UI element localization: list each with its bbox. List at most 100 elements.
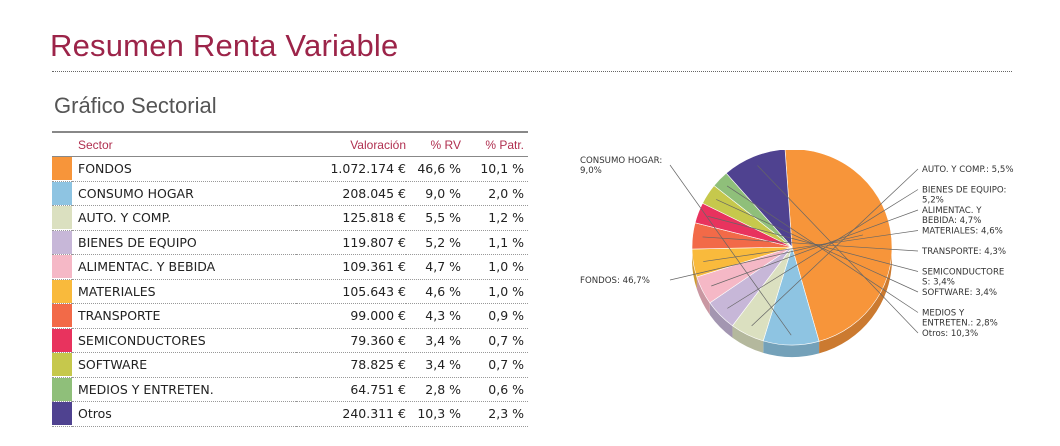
swatch-fill xyxy=(52,402,72,426)
pie-leader-line-1 xyxy=(669,164,792,336)
sector-name: TRANSPORTE xyxy=(72,303,296,329)
pie-label-6: TRANSPORTE: 4,3% xyxy=(921,247,1006,257)
table-row: Otros 240.311 €10,3 % 2,3 % xyxy=(52,401,528,427)
sector-name: MATERIALES xyxy=(72,279,296,304)
pie-label-4-line1: BEBIDA: 4,7% xyxy=(922,216,981,226)
pie-label-7: SEMICONDUCTORE xyxy=(922,268,1004,278)
pie-label-9: MEDIOS Y xyxy=(922,309,965,319)
sector-patr-pct: 1,0 % xyxy=(461,254,528,280)
sector-patr-pct: 0,7 % xyxy=(461,352,528,378)
header-sector: Sector xyxy=(52,131,296,157)
title-divider xyxy=(52,71,1012,72)
sector-name: SEMICONDUCTORES xyxy=(72,328,296,353)
sector-color-swatch xyxy=(52,230,72,255)
sector-valoracion: 208.045 € xyxy=(296,181,406,206)
table-row: MEDIOS Y ENTRETEN. 64.751 €2,8 % 0,6 % xyxy=(52,377,528,402)
sector-color-swatch xyxy=(52,303,72,329)
sector-patr-pct: 1,2 % xyxy=(461,205,528,231)
pie-wall-4 xyxy=(696,276,710,315)
sector-rv-pct: 4,3 % xyxy=(406,303,461,329)
sector-color-swatch xyxy=(52,156,72,182)
table-header-row: Sector Valoración % RV % Patr. xyxy=(52,131,528,157)
sector-rv-pct: 9,0 % xyxy=(406,181,461,206)
swatch-fill xyxy=(52,255,72,279)
pie-label-0: FONDOS: 46,7% xyxy=(580,276,650,286)
table-row: ALIMENTAC. Y BEBIDA 109.361 €4,7 % 1,0 % xyxy=(52,254,528,280)
table-row: SEMICONDUCTORES 79.360 €3,4 % 0,7 % xyxy=(52,328,528,353)
pie-label-1: CONSUMO HOGAR: xyxy=(580,156,662,166)
sector-color-swatch xyxy=(52,401,72,427)
pie-label-9-line1: ENTRETEN.: 2,8% xyxy=(922,319,998,329)
sector-name: AUTO. Y COMP. xyxy=(72,205,296,231)
swatch-fill xyxy=(52,230,72,254)
sector-patr-pct: 0,9 % xyxy=(461,303,528,329)
sector-name: Otros xyxy=(72,401,296,427)
sector-rv-pct: 3,4 % xyxy=(406,328,461,353)
table-row: CONSUMO HOGAR 208.045 €9,0 % 2,0 % xyxy=(52,181,528,206)
sector-valoracion: 79.360 € xyxy=(296,328,406,353)
page-title: Resumen Renta Variable xyxy=(50,28,399,63)
pie-label-3-line1: 5,2% xyxy=(922,196,944,206)
sector-valoracion: 240.311 € xyxy=(296,401,406,427)
pie-label-5: MATERIALES: 4,6% xyxy=(922,227,1003,237)
sector-name: ALIMENTAC. Y BEBIDA xyxy=(72,254,296,280)
sector-name: MEDIOS Y ENTRETEN. xyxy=(72,377,296,402)
swatch-fill xyxy=(52,328,72,352)
sector-rv-pct: 4,7 % xyxy=(406,254,461,280)
pie-wall-1 xyxy=(763,340,820,357)
sector-color-swatch xyxy=(52,377,72,402)
pie-leader-line-6 xyxy=(702,236,919,252)
sector-pie-chart: FONDOS: 46,7% CONSUMO HOGAR:9,0% AUTO. Y C… xyxy=(580,150,1014,357)
header-rv: % RV xyxy=(406,131,461,157)
sector-color-swatch xyxy=(52,279,72,304)
sector-patr-pct: 2,0 % xyxy=(461,181,528,206)
sector-rv-pct: 2,8 % xyxy=(406,377,461,402)
swatch-fill xyxy=(52,377,72,401)
swatch-fill xyxy=(52,304,72,328)
sector-valoracion: 125.818 € xyxy=(296,205,406,231)
sector-valoracion: 109.361 € xyxy=(296,254,406,280)
pie-wall-0 xyxy=(819,247,892,354)
sector-valoracion: 99.000 € xyxy=(296,303,406,329)
pie-label-10: Otros: 10,3% xyxy=(922,329,978,339)
sector-patr-pct: 1,0 % xyxy=(461,279,528,304)
sector-color-swatch xyxy=(52,181,72,206)
pie-label-4: ALIMENTAC. Y xyxy=(922,206,982,216)
sector-valoracion: 78.825 € xyxy=(296,352,406,378)
sector-rv-pct: 10,3 % xyxy=(406,401,461,427)
pie-wall-3 xyxy=(709,302,733,338)
swatch-fill xyxy=(52,181,72,205)
table-row: BIENES DE EQUIPO 119.807 €5,2 % 1,1 % xyxy=(52,230,528,255)
sector-color-swatch xyxy=(52,328,72,353)
table-row: AUTO. Y COMP. 125.818 €5,5 % 1,2 % xyxy=(52,205,528,231)
sector-rv-pct: 4,6 % xyxy=(406,279,461,304)
sector-rv-pct: 5,2 % xyxy=(406,230,461,255)
sector-valoracion: 1.072.174 € xyxy=(296,156,406,182)
sector-rv-pct: 3,4 % xyxy=(406,352,461,378)
header-valoracion: Valoración xyxy=(296,131,406,157)
sector-patr-pct: 0,6 % xyxy=(461,377,528,402)
table-row: TRANSPORTE 99.000 €4,3 % 0,9 % xyxy=(52,303,528,329)
sector-table: Sector Valoración % RV % Patr. FONDOS 1.0… xyxy=(52,131,528,427)
pie-leader-line-10 xyxy=(757,165,919,334)
pie-label-7-line1: S: 3,4% xyxy=(922,278,955,288)
sector-patr-pct: 10,1 % xyxy=(461,156,528,182)
sector-name: CONSUMO HOGAR xyxy=(72,181,296,206)
swatch-fill xyxy=(52,353,72,377)
sector-rv-pct: 46,6 % xyxy=(406,156,461,182)
sector-patr-pct: 1,1 % xyxy=(461,230,528,255)
swatch-fill xyxy=(52,279,72,303)
swatch-fill xyxy=(52,206,72,230)
pie-slice-10 xyxy=(725,150,793,248)
pie-leader-line-4 xyxy=(711,209,919,287)
sector-name: BIENES DE EQUIPO xyxy=(72,230,296,255)
sector-color-swatch xyxy=(52,352,72,378)
sector-patr-pct: 2,3 % xyxy=(461,401,528,427)
sector-valoracion: 119.807 € xyxy=(296,230,406,255)
pie-leader-line-9 xyxy=(726,185,919,313)
pie-label-3: BIENES DE EQUIPO: xyxy=(922,186,1006,196)
header-patr: % Patr. xyxy=(461,131,528,157)
pie-label-1-line1: 9,0% xyxy=(580,166,602,176)
sector-valoracion: 105.643 € xyxy=(296,279,406,304)
pie-label-8: SOFTWARE: 3,4% xyxy=(922,288,997,298)
